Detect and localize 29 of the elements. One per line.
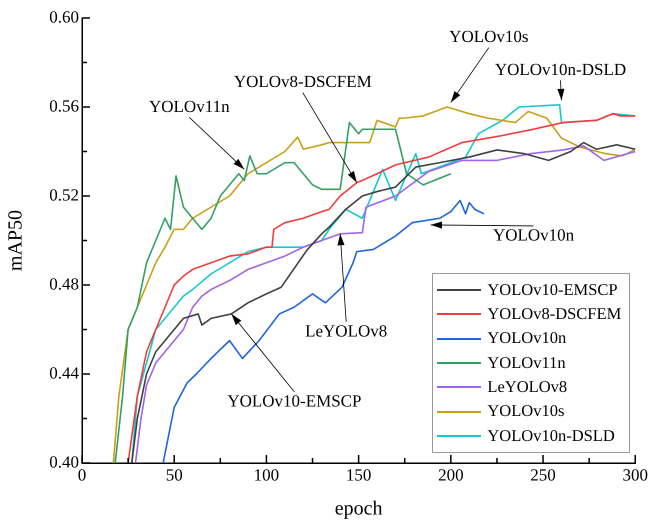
annotation: LeYOLOv8 — [305, 321, 388, 340]
y-tick-label: 0.52 — [49, 185, 79, 204]
x-tick-label: 250 — [530, 466, 556, 485]
annotation: YOLOv10n-DSLD — [494, 60, 626, 79]
y-tick-label: 0.44 — [49, 363, 80, 382]
annotation: YOLOv10s — [449, 27, 529, 46]
x-tick-label: 100 — [254, 466, 280, 485]
legend-label: YOLOv10-EMSCP — [487, 278, 618, 301]
y-tick-label: 0.60 — [49, 7, 79, 26]
annotation: YOLOv8-DSCFEM — [234, 72, 372, 92]
legend-label: YOLOv11n — [487, 352, 566, 374]
annotation: YOLOv10-EMSCP — [227, 391, 362, 410]
x-tick-label: 150 — [346, 466, 372, 485]
x-tick-label: 50 — [166, 466, 183, 485]
x-tick-label: 200 — [438, 466, 464, 485]
legend-label: YOLOv10n-DSLD — [487, 424, 615, 447]
annotation: YOLOv11n — [148, 96, 230, 116]
y-tick-label: 0.56 — [49, 96, 79, 116]
legend-label: YOLOv8-DSCFEM — [487, 303, 622, 326]
y-tick-label: 0.40 — [49, 452, 79, 472]
x-tick-label: 300 — [622, 466, 648, 485]
annotation: YOLOv10n — [492, 225, 575, 244]
legend-label: LeYOLOv8 — [487, 376, 568, 398]
legend-label: YOLOv10n — [487, 327, 566, 350]
y-tick-label: 0.48 — [49, 274, 79, 294]
x-tick-label: 0 — [78, 466, 86, 485]
y-axis-title: mAP50 — [4, 210, 26, 272]
legend-label: YOLOv10s — [487, 400, 564, 422]
x-axis-title: epoch — [334, 497, 383, 520]
